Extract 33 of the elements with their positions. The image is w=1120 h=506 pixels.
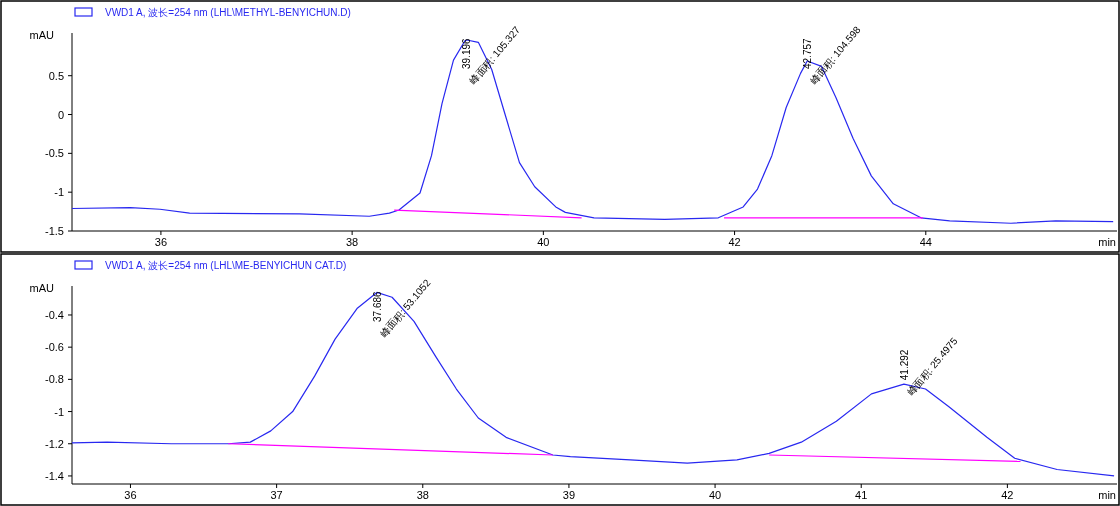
x-tick-label: 41 [855, 489, 868, 501]
legend: VWD1 A, 波长=254 nm (LHL\ME-BENYICHUN CAT.D) [74, 260, 347, 271]
x-tick-label: 38 [346, 236, 359, 248]
x-tick-label: 37 [270, 489, 283, 501]
x-tick-label: 42 [728, 236, 741, 248]
x-tick-label: 42 [1001, 489, 1014, 501]
y-axis-title: mAU [29, 29, 55, 41]
y-tick-label: -1.2 [45, 437, 64, 450]
y-tick-label: -0.5 [45, 147, 64, 160]
x-tick-label: 36 [124, 489, 137, 501]
annotation: 41.292 [898, 349, 910, 381]
y-tick-label: -0.4 [45, 308, 64, 321]
x-tick-label: 40 [537, 236, 550, 248]
y-tick-label: -1 [54, 405, 64, 418]
y-tick-label: -1.5 [45, 225, 64, 237]
annotation: 39.196 [461, 37, 473, 69]
x-tick-label: 38 [416, 489, 429, 501]
x-tick-label: 36 [154, 236, 168, 248]
x-axis-title: min [1098, 489, 1116, 501]
x-tick-label: 40 [708, 489, 722, 501]
legend: VWD1 A, 波长=254 nm (LHL\METHYL-BENYICHUN.D) [74, 7, 351, 18]
y-tick-label: -0.6 [45, 341, 64, 354]
x-axis-title: min [1098, 236, 1116, 248]
annotation: 42.757 [801, 37, 813, 69]
y-tick-label: -1 [54, 186, 64, 199]
y-axis-title: mAU [29, 282, 55, 294]
y-tick-label: -0.8 [45, 373, 64, 386]
y-tick-label: 0 [57, 108, 64, 121]
y-tick-label: -1.4 [45, 469, 64, 482]
y-tick-label: 0.5 [48, 69, 64, 82]
x-tick-label: 44 [919, 236, 932, 248]
annotation: 37.686 [371, 290, 383, 322]
x-tick-label: 39 [562, 489, 576, 501]
